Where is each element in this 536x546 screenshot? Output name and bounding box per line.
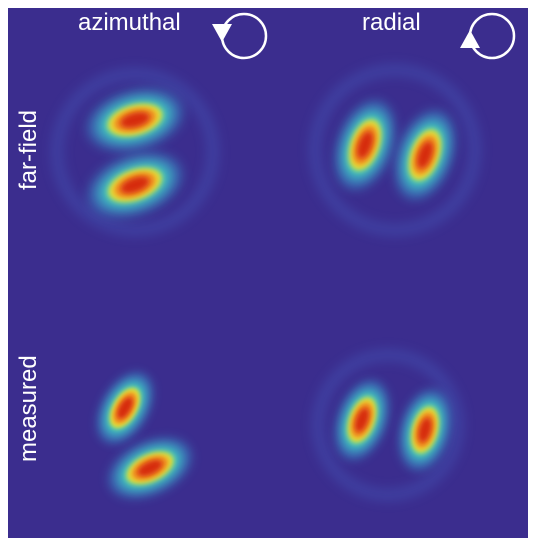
row-label: far-field — [15, 110, 42, 190]
column-label: radial — [362, 9, 421, 36]
row-label: measured — [15, 355, 42, 462]
figure: azimuthal radial far-field measured — [0, 0, 536, 546]
column-label: azimuthal — [78, 9, 181, 36]
